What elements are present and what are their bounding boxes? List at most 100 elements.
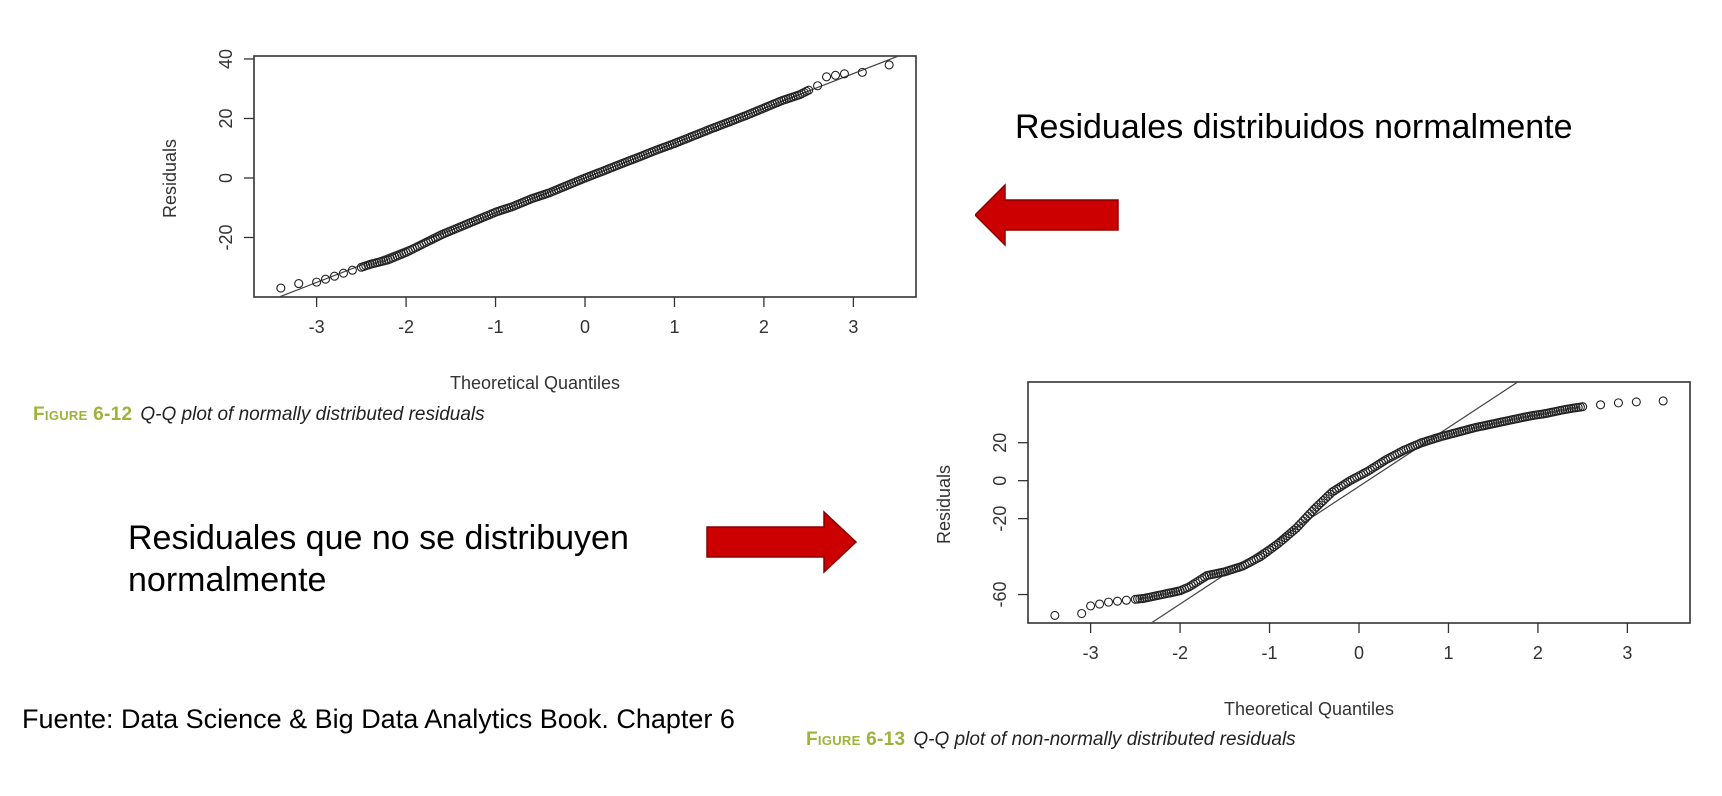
data-point bbox=[1188, 579, 1199, 589]
y-tick-label: -20 bbox=[990, 506, 1010, 532]
data-point bbox=[276, 283, 286, 293]
data-point bbox=[1379, 456, 1389, 466]
data-point bbox=[1305, 509, 1315, 519]
data-point bbox=[1318, 496, 1328, 506]
data-point bbox=[1303, 511, 1313, 521]
x-tick-label: 0 bbox=[1354, 643, 1364, 663]
data-point bbox=[1372, 460, 1382, 471]
data-points bbox=[1050, 396, 1668, 620]
arrow-left-shape bbox=[975, 183, 1119, 247]
data-point bbox=[1613, 398, 1623, 408]
data-point bbox=[1050, 610, 1060, 620]
data-point bbox=[1578, 402, 1588, 412]
data-point bbox=[1186, 580, 1196, 591]
x-tick-label: 0 bbox=[580, 317, 590, 337]
x-tick-label: -2 bbox=[1172, 643, 1188, 663]
x-tick-label: -2 bbox=[398, 317, 414, 337]
data-point bbox=[813, 81, 823, 91]
figure-label: Figure 6-12 bbox=[33, 404, 133, 425]
y-tick-label: 20 bbox=[990, 433, 1010, 453]
annotation-normal: Residuales distribuidos normalmente bbox=[1015, 108, 1573, 146]
data-point bbox=[1086, 601, 1096, 611]
x-axis-label: Theoretical Quantiles bbox=[1224, 699, 1394, 719]
data-point bbox=[1200, 572, 1210, 582]
data-point bbox=[1334, 483, 1344, 493]
data-point bbox=[1338, 480, 1348, 490]
x-tick-label: -3 bbox=[309, 317, 325, 337]
data-points bbox=[276, 60, 894, 293]
arrow-left-icon bbox=[975, 183, 1119, 247]
data-point bbox=[1336, 481, 1346, 491]
data-point bbox=[1329, 486, 1339, 496]
x-tick-label: 2 bbox=[759, 317, 769, 337]
data-point bbox=[1376, 458, 1386, 468]
annotation-non-normal: Residuales que no se distribuyen normalm… bbox=[128, 519, 629, 599]
data-point bbox=[1341, 478, 1351, 489]
data-point bbox=[1307, 506, 1317, 517]
data-point bbox=[1314, 500, 1324, 510]
data-point bbox=[1184, 582, 1194, 592]
y-axis-label: Residuals bbox=[934, 465, 954, 544]
data-point bbox=[1253, 553, 1263, 563]
data-point bbox=[839, 69, 849, 79]
data-point bbox=[338, 268, 349, 278]
data-point bbox=[1077, 608, 1087, 619]
data-point bbox=[1193, 576, 1203, 586]
x-tick-label: -3 bbox=[1083, 643, 1099, 663]
data-point bbox=[1370, 462, 1380, 472]
data-point bbox=[347, 265, 357, 275]
data-point bbox=[1309, 504, 1319, 514]
x-tick-label: 1 bbox=[669, 317, 679, 337]
figure-label: Figure 6-13 bbox=[806, 729, 906, 750]
data-point bbox=[1361, 467, 1371, 477]
data-point bbox=[1121, 595, 1131, 605]
qq-plot-normal-svg: -3 -2 -1 0 1 2 3 -20 0 20 40 Theoretical Quantiles R… bbox=[160, 49, 917, 393]
figure-caption-6-13: Figure 6-13 Q-Q plot of non-normally dist… bbox=[806, 729, 1296, 751]
data-point bbox=[1363, 466, 1373, 476]
x-tick-label: 1 bbox=[1443, 643, 1453, 663]
data-point bbox=[1631, 397, 1641, 407]
data-point bbox=[1095, 599, 1105, 609]
x-tick-label: 3 bbox=[848, 317, 858, 337]
y-tick-label: 0 bbox=[990, 476, 1010, 486]
x-tick-label: 3 bbox=[1622, 643, 1632, 663]
data-point bbox=[1323, 491, 1333, 501]
data-point bbox=[830, 70, 841, 80]
data-point bbox=[1332, 484, 1342, 494]
data-point bbox=[1316, 498, 1326, 508]
y-tick-label: -60 bbox=[990, 582, 1010, 608]
figure-description: Q-Q plot of normally distributed residua… bbox=[140, 404, 485, 425]
arrow-right-shape bbox=[706, 510, 858, 574]
x-tick-label: -1 bbox=[1262, 643, 1278, 663]
data-point bbox=[1195, 575, 1205, 585]
data-point bbox=[1365, 465, 1375, 475]
data-point bbox=[1112, 596, 1123, 606]
data-point bbox=[857, 67, 867, 77]
data-point bbox=[329, 271, 340, 281]
data-point bbox=[1358, 469, 1369, 479]
x-axis-label: Theoretical Quantiles bbox=[450, 373, 620, 393]
data-point bbox=[821, 72, 832, 82]
reference-line bbox=[1150, 382, 1519, 623]
data-point bbox=[1367, 463, 1377, 473]
data-point bbox=[1343, 477, 1353, 487]
data-point bbox=[1103, 597, 1114, 607]
data-point bbox=[1320, 493, 1331, 504]
figure-caption-6-12: Figure 6-12 Q-Q plot of normally distribu… bbox=[33, 404, 485, 426]
data-point bbox=[1191, 578, 1201, 588]
data-point bbox=[312, 277, 322, 287]
data-point bbox=[1595, 400, 1606, 410]
data-point bbox=[884, 60, 894, 70]
data-point bbox=[804, 85, 814, 95]
y-tick-label: 40 bbox=[216, 49, 236, 69]
source-citation: Fuente: Data Science & Big Data Analytic… bbox=[22, 704, 735, 734]
y-tick-label: 20 bbox=[216, 108, 236, 128]
arrow-right-icon bbox=[706, 510, 858, 574]
reference-line bbox=[277, 56, 901, 297]
data-point bbox=[1658, 396, 1668, 406]
qq-plot-non-normal-svg: -3 -2 -1 0 1 2 3 -60 -20 0 20 Theoretical Quantiles… bbox=[934, 381, 1691, 719]
figure-description: Q-Q plot of non-normally distributed res… bbox=[913, 729, 1296, 750]
plot-frame bbox=[1027, 381, 1691, 624]
qq-plot-normal: -3 -2 -1 0 1 2 3 -20 0 20 40 Theoretical Quantiles R… bbox=[0, 28, 960, 403]
data-point bbox=[1374, 459, 1384, 469]
